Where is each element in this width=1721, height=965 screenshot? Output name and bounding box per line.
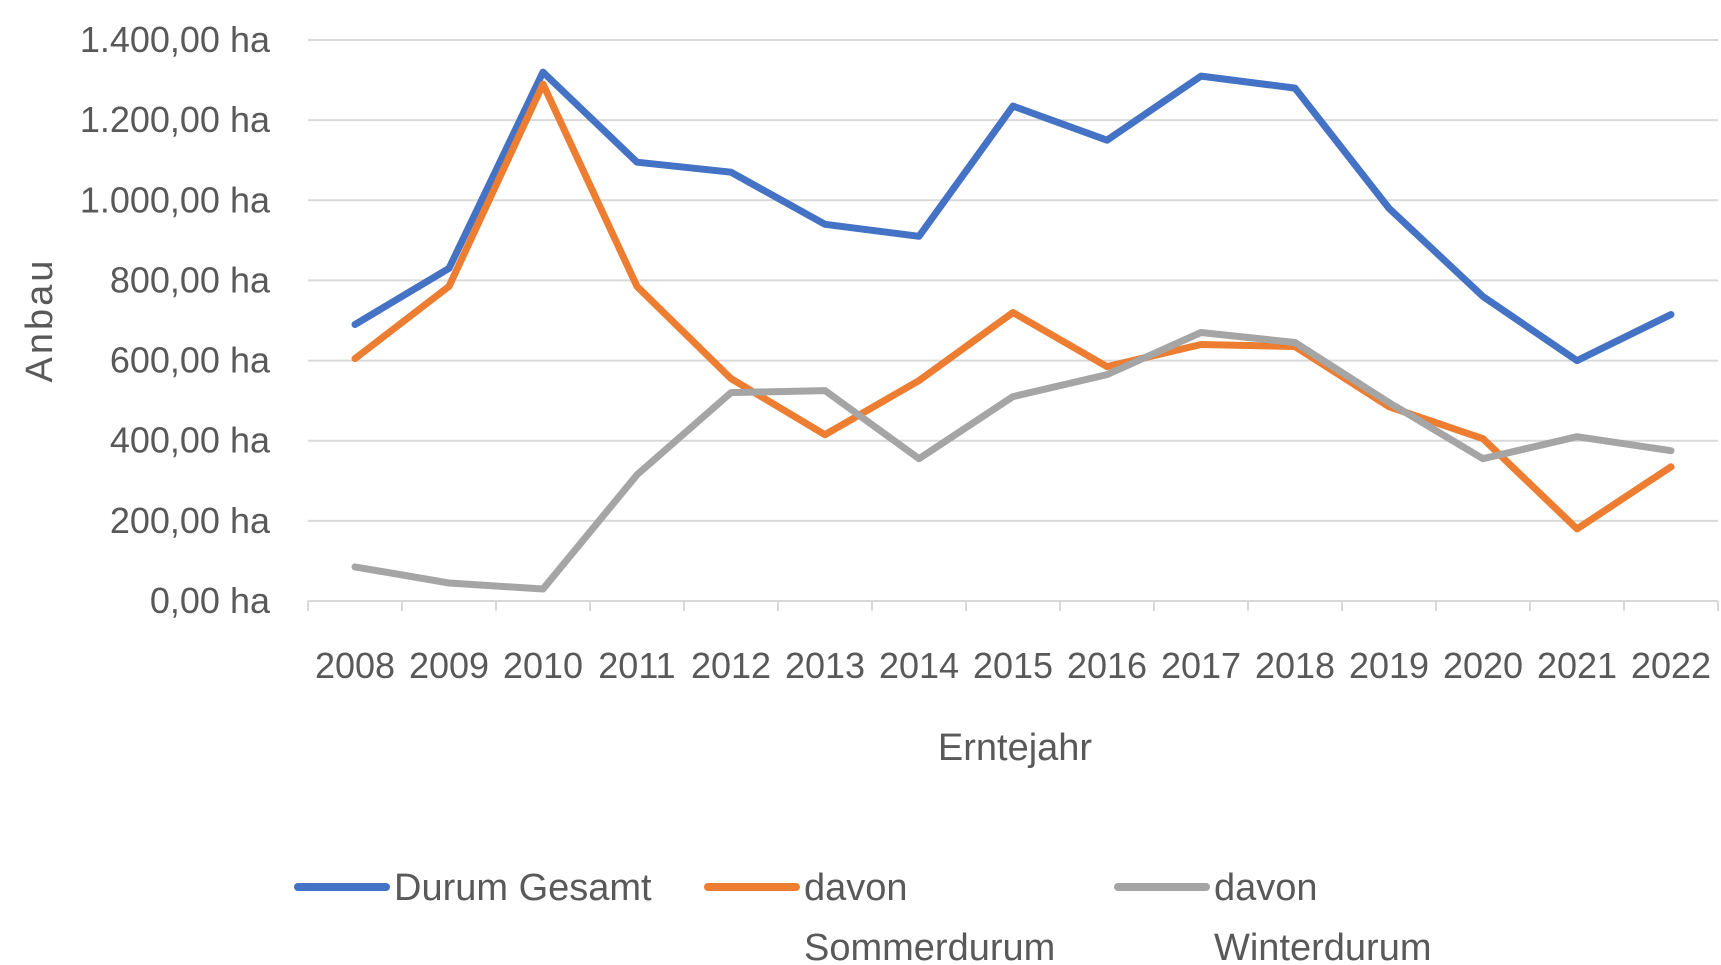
x-tick-label: 2009 [409, 645, 489, 686]
series-line [351, 68, 1675, 365]
series-line [351, 80, 1675, 533]
y-axis-tick-labels: 0,00 ha 200,00 ha 400,00 ha 600,00 ha 800,00… [80, 19, 271, 621]
series-line [351, 329, 1675, 593]
legend-item: davon Winterdurum [1114, 867, 1432, 965]
y-tick-label: 0,00 ha [150, 580, 271, 621]
legend-item: davon Sommerdurum [704, 867, 1055, 965]
series-lines [351, 68, 1675, 593]
y-tick-label: 600,00 ha [110, 340, 271, 381]
legend-item: Durum Gesamt [294, 867, 652, 909]
x-tick-label: 2015 [973, 645, 1053, 686]
x-axis-title: Erntejahr [938, 727, 1093, 769]
x-tick-label: 2013 [785, 645, 865, 686]
x-axis-tick-labels: 2008 2009 2010 2011 2012 2013 2014 2015 2016 2017… [315, 645, 1711, 686]
gridlines [308, 39, 1718, 522]
y-axis-title: Anbau [19, 258, 61, 383]
legend-label: Sommerdurum [804, 927, 1055, 965]
x-tick-label: 2016 [1067, 645, 1147, 686]
x-tick-label: 2020 [1443, 645, 1523, 686]
legend: Durum Gesamt davon Sommerdurum davon Winterd… [294, 867, 1432, 965]
y-tick-label: 1.000,00 ha [80, 179, 271, 220]
x-tick-label: 2022 [1631, 645, 1711, 686]
y-tick-label: 200,00 ha [110, 500, 271, 541]
legend-label: Winterdurum [1214, 927, 1432, 965]
x-tick-label: 2017 [1161, 645, 1241, 686]
y-tick-label: 400,00 ha [110, 420, 271, 461]
x-tick-label: 2018 [1255, 645, 1335, 686]
y-tick-label: 1.200,00 ha [80, 99, 271, 140]
y-tick-label: 800,00 ha [110, 259, 271, 300]
y-tick-label: 1.400,00 ha [80, 19, 271, 60]
x-tick-label: 2019 [1349, 645, 1429, 686]
x-tick-label: 2011 [598, 645, 675, 686]
x-tick-label: 2008 [315, 645, 395, 686]
x-tick-label: 2012 [691, 645, 771, 686]
legend-label: davon [1214, 867, 1318, 909]
x-tick-label: 2010 [503, 645, 583, 686]
legend-label: Durum Gesamt [394, 867, 652, 909]
x-tick-label: 2021 [1537, 645, 1617, 686]
x-axis [307, 600, 1719, 611]
x-tick-label: 2014 [879, 645, 959, 686]
legend-label: davon [804, 867, 908, 909]
